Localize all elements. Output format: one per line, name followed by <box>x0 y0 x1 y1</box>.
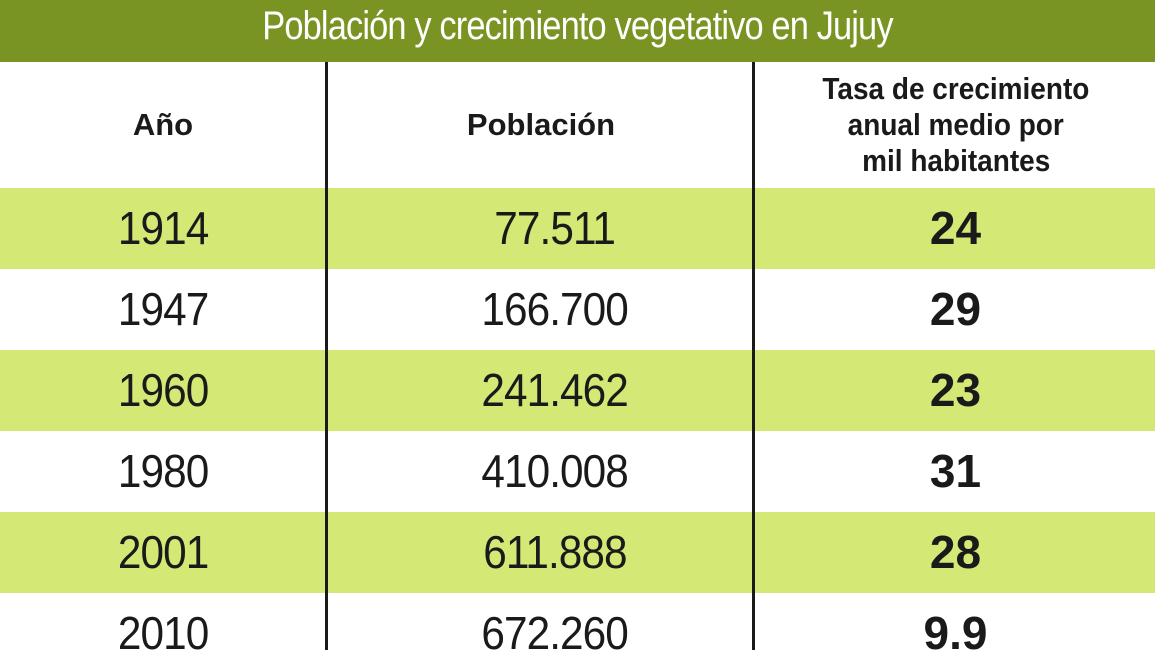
cell-population: 672.260 <box>328 593 782 650</box>
cell-population-text: 611.888 <box>483 526 627 578</box>
cell-population: 611.888 <box>328 512 782 593</box>
header-rate: Tasa de crecimiento anual medio por mil … <box>756 62 1155 188</box>
table-row: 1914 77.511 24 <box>0 188 1155 269</box>
cell-year: 1947 <box>0 269 326 350</box>
cell-population: 77.511 <box>328 188 782 269</box>
cell-year: 2010 <box>0 593 326 650</box>
table-row: 1980 410.008 31 <box>0 431 1155 512</box>
table-row: 1960 241.462 23 <box>0 350 1155 431</box>
table-title: Población y crecimiento vegetativo en Ju… <box>262 4 893 48</box>
cell-population: 410.008 <box>328 431 782 512</box>
cell-population: 241.462 <box>328 350 782 431</box>
header-rate-line-2: anual medio por <box>847 107 1064 142</box>
cell-year: 1960 <box>0 350 326 431</box>
population-table: Año Población Tasa de crecimiento anual … <box>0 62 1155 650</box>
cell-population-text: 241.462 <box>481 364 629 416</box>
cell-rate: 23 <box>929 364 982 416</box>
cell-rate: 31 <box>929 445 982 497</box>
cell-year-text: 1914 <box>117 202 209 254</box>
table-title-bar: Población y crecimiento vegetativo en Ju… <box>0 0 1155 62</box>
header-rate-line-3: mil habitantes <box>861 143 1050 178</box>
cell-year-text: 2010 <box>117 607 209 650</box>
table-row: 1947 166.700 29 <box>0 269 1155 350</box>
table-row: 2010 672.260 9.9 <box>0 593 1155 650</box>
cell-year: 1980 <box>0 431 326 512</box>
table-row: 2001 611.888 28 <box>0 512 1155 593</box>
header-population: Población <box>328 62 754 188</box>
cell-year-text: 1960 <box>117 364 209 416</box>
column-divider-1 <box>325 62 328 650</box>
cell-year: 2001 <box>0 512 326 593</box>
cell-rate: 9.9 <box>923 607 988 650</box>
cell-rate: 24 <box>929 202 982 254</box>
column-divider-2 <box>752 62 755 650</box>
cell-population-text: 410.008 <box>481 445 629 497</box>
header-rate-line-1: Tasa de crecimiento <box>822 71 1089 106</box>
header-year: Año <box>0 62 326 188</box>
cell-year-text: 1947 <box>117 283 209 335</box>
cell-rate: 28 <box>929 526 982 578</box>
cell-population: 166.700 <box>328 269 782 350</box>
cell-year: 1914 <box>0 188 326 269</box>
cell-population-text: 77.511 <box>494 202 617 254</box>
cell-population-text: 672.260 <box>481 607 629 650</box>
cell-rate: 29 <box>929 283 982 335</box>
table-header-row: Año Población Tasa de crecimiento anual … <box>0 62 1155 188</box>
cell-year-text: 1980 <box>117 445 209 497</box>
header-year-label: Año <box>132 107 194 142</box>
header-population-label: Población <box>466 107 616 142</box>
cell-year-text: 2001 <box>117 526 209 578</box>
cell-population-text: 166.700 <box>481 283 629 335</box>
